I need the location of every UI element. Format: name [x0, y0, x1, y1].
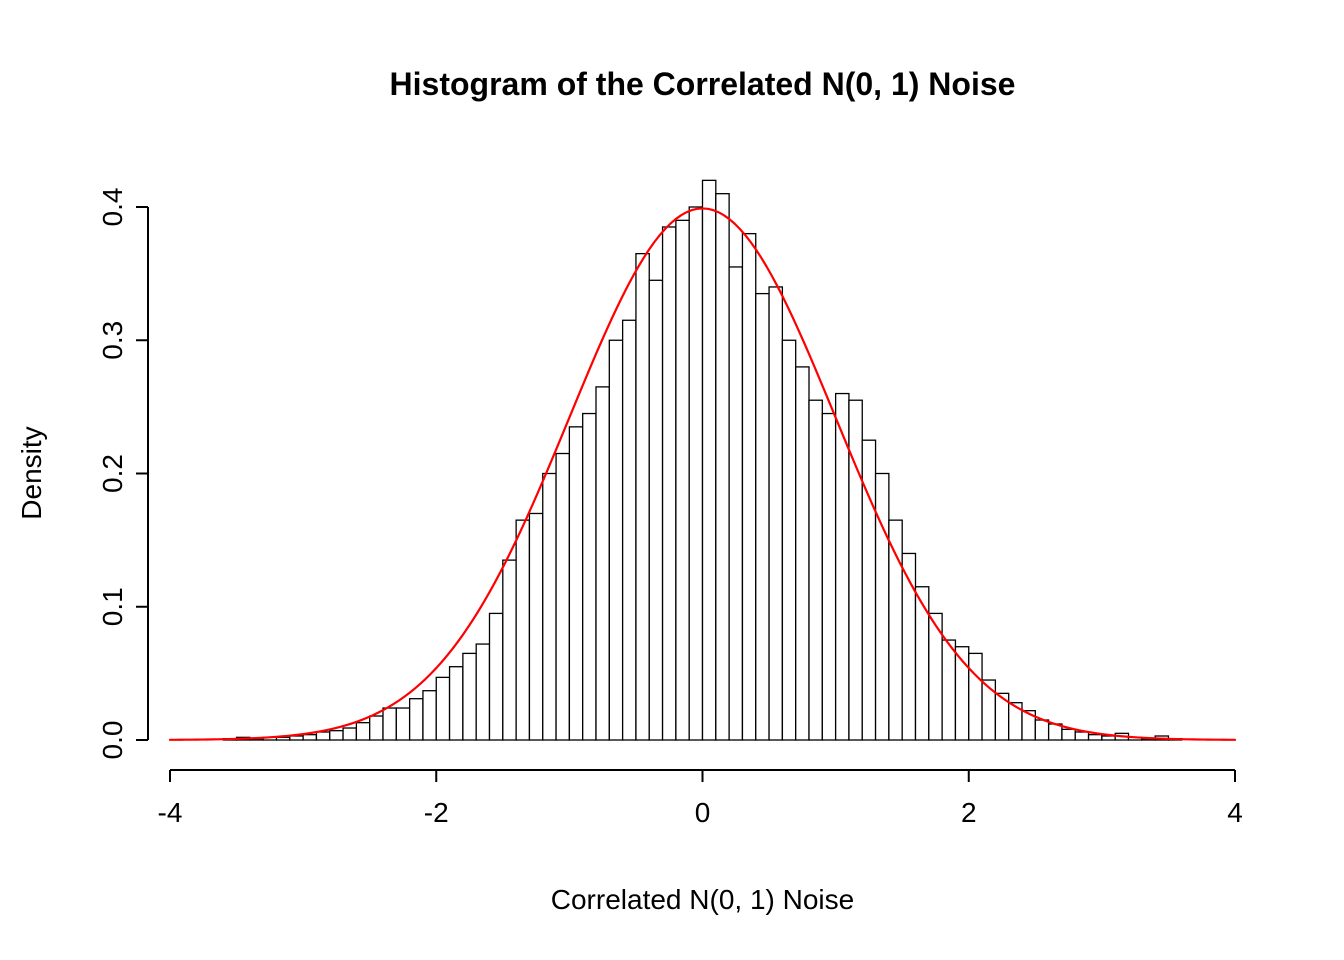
- x-tick-label: 2: [961, 797, 977, 828]
- histogram-bar: [435, 676, 451, 741]
- histogram-bar: [395, 707, 411, 741]
- histogram-bar: [728, 266, 744, 741]
- histogram-bar: [382, 707, 397, 741]
- histogram-bar: [675, 219, 690, 741]
- x-axis: -4 -2 0 2 4: [158, 769, 1243, 828]
- x-tick-label: 4: [1227, 797, 1243, 828]
- histogram-bar: [408, 698, 424, 741]
- histogram-bar: [302, 734, 318, 741]
- histogram-bar: [1087, 734, 1103, 741]
- histogram-bar: [848, 399, 863, 741]
- histogram-bar: [422, 690, 437, 741]
- histogram-bar: [635, 252, 650, 741]
- chart-title: Histogram of the Correlated N(0, 1) Nois…: [389, 66, 1016, 102]
- histogram-bar: [808, 399, 823, 741]
- histogram-bar: [715, 193, 730, 741]
- x-axis-label: Correlated N(0, 1) Noise: [550, 884, 855, 915]
- x-tick-label: 0: [695, 797, 711, 828]
- histogram-bar: [781, 339, 797, 741]
- histogram-bar: [582, 412, 597, 741]
- density-curve: [168, 207, 1237, 741]
- histogram-bar: [648, 279, 664, 741]
- histogram-bar: [768, 286, 784, 741]
- y-axis: 0.0 0.1 0.2 0.3 0.4: [97, 188, 149, 760]
- histogram-bar: [488, 612, 504, 741]
- histogram-bar: [462, 652, 477, 741]
- y-tick-label: 0.4: [97, 188, 128, 227]
- histogram-bar: [355, 722, 371, 741]
- histogram-bar: [342, 727, 358, 741]
- histogram-bar: [941, 639, 957, 741]
- y-tick-label: 0.0: [97, 721, 128, 760]
- histogram-bar: [661, 226, 677, 741]
- histogram-bar: [608, 339, 624, 741]
- histogram-bar: [741, 232, 757, 741]
- histogram-bar: [1034, 719, 1050, 741]
- histogram-bar: [1101, 735, 1116, 741]
- histogram-bar: [701, 179, 717, 741]
- histogram-bar: [475, 643, 491, 741]
- histogram-bar: [568, 426, 584, 741]
- histogram-bar: [555, 452, 571, 741]
- histogram-bar: [795, 366, 810, 741]
- histogram-bar: [329, 730, 344, 741]
- y-tick-label: 0.1: [97, 587, 128, 626]
- histogram-bar: [621, 319, 637, 741]
- y-tick-label: 0.3: [97, 321, 128, 360]
- histogram-bar: [1074, 731, 1090, 741]
- histogram-bars: [222, 179, 1183, 741]
- histogram-bar: [502, 559, 517, 741]
- histogram-bar: [981, 679, 997, 741]
- histogram-bar: [821, 412, 837, 741]
- histogram-bar: [315, 731, 331, 741]
- y-axis-label: Density: [16, 426, 47, 520]
- histogram-bar: [289, 735, 304, 741]
- histogram-bar: [968, 652, 983, 741]
- histogram-bar: [542, 472, 557, 741]
- x-tick-label: -4: [158, 797, 183, 828]
- histogram-bar: [528, 512, 544, 741]
- histogram-bar: [515, 519, 531, 741]
- histogram-bar: [448, 666, 464, 741]
- histogram-bar: [755, 292, 770, 741]
- x-tick-label: -2: [424, 797, 449, 828]
- y-tick-label: 0.2: [97, 454, 128, 493]
- histogram-bar: [369, 715, 384, 741]
- histogram-bar: [595, 386, 610, 741]
- histogram-bar: [1061, 728, 1076, 741]
- histogram-bar: [688, 206, 704, 741]
- normal-density-line: [168, 207, 1237, 741]
